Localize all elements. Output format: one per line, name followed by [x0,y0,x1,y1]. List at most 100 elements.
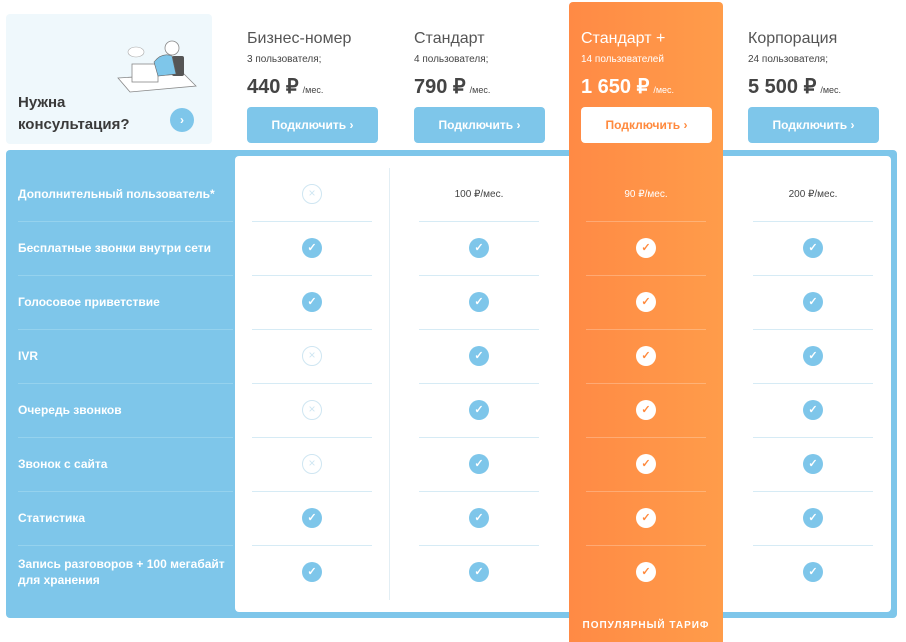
plan-price-value: 5 500 ₽ [748,76,817,98]
row-separator [419,437,539,438]
plan-price: 790 ₽/мес. [414,74,490,99]
feature-cell: ✓ [753,383,873,437]
row-separator [18,491,233,492]
feature-row: Статистика ✓ ✓ ✓ ✓ [6,491,897,545]
plan-name: Стандарт + [581,30,666,47]
row-separator [419,275,539,276]
connect-button[interactable]: Подключить › [414,107,545,143]
feature-cell: × [252,167,372,221]
feature-cell: ✓ [419,275,539,329]
plan-name: Корпорация [748,30,838,47]
row-separator [18,329,233,330]
plan-price: 1 650 ₽/мес. [581,74,674,99]
feature-row: Дополнительный пользователь* × 100 ₽/мес. 9… [6,167,897,221]
feature-cell: ✓ [419,329,539,383]
feature-cell: ✓ [753,545,873,599]
row-separator [252,491,372,492]
feature-cell: ✓ [753,437,873,491]
row-separator [586,491,706,492]
check-icon: ✓ [803,562,823,582]
plan-price: 5 500 ₽/мес. [748,74,841,99]
row-separator [18,545,233,546]
connect-button[interactable]: Подключить › [748,107,879,143]
feature-row: Бесплатные звонки внутри сети ✓ ✓ ✓ ✓ [6,221,897,275]
row-separator [252,545,372,546]
check-icon: ✓ [469,454,489,474]
plan-users: 4 пользователя; [414,54,489,65]
check-icon: ✓ [302,238,322,258]
check-icon: ✓ [302,562,322,582]
check-icon: ✓ [803,238,823,258]
feature-cell: ✓ [252,275,372,329]
row-separator [252,329,372,330]
feature-cell: 90 ₽/мес. [586,167,706,221]
row-separator [586,383,706,384]
cell-value: 200 ₽/мес. [788,188,838,200]
feature-cell: ✓ [753,221,873,275]
consultation-title: Нужна консультация? [18,92,130,136]
plan-price-value: 790 ₽ [414,76,466,98]
feature-cell: ✓ [419,545,539,599]
row-separator [586,437,706,438]
feature-cell: ✓ [252,491,372,545]
row-separator [18,437,233,438]
features-table [235,156,891,612]
check-icon: ✓ [469,292,489,312]
feature-row: Голосовое приветствие ✓ ✓ ✓ ✓ [6,275,897,329]
row-separator [419,383,539,384]
feature-label: Очередь звонков [18,403,122,417]
popular-plan-label: ПОПУЛЯРНЫЙ ТАРИФ [582,620,710,631]
row-separator [252,275,372,276]
plan-price-period: /мес. [469,85,491,95]
check-icon: ✓ [302,508,322,528]
check-icon: ✓ [469,238,489,258]
column-divider [389,168,390,600]
check-icon: ✓ [469,346,489,366]
row-separator [753,437,873,438]
row-separator [18,275,233,276]
cross-icon: × [302,184,322,204]
check-icon: ✓ [636,346,656,366]
row-separator [753,221,873,222]
feature-cell: ✓ [753,275,873,329]
check-icon: ✓ [803,400,823,420]
check-icon: ✓ [803,508,823,528]
feature-cell: ✓ [586,383,706,437]
row-separator [586,275,706,276]
row-separator [252,221,372,222]
check-icon: ✓ [469,562,489,582]
feature-row: IVR × ✓ ✓ ✓ [6,329,897,383]
feature-cell: ✓ [586,437,706,491]
feature-cell: ✓ [419,383,539,437]
check-icon: ✓ [803,454,823,474]
plan-users: 24 пользователя; [748,54,829,65]
feature-label: IVR [18,349,39,363]
feature-cell: ✓ [586,545,706,599]
plan-name: Стандарт [414,30,485,47]
operator-illustration [117,40,197,93]
row-separator [18,383,233,384]
check-icon: ✓ [803,346,823,366]
feature-cell: ✓ [586,275,706,329]
feature-cell: ✓ [753,491,873,545]
row-separator [419,491,539,492]
row-separator [252,437,372,438]
feature-cell: 200 ₽/мес. [753,167,873,221]
cross-icon: × [302,400,322,420]
feature-cell: 100 ₽/мес. [419,167,539,221]
feature-label: Статистика [18,511,86,525]
row-separator [419,545,539,546]
check-icon: ✓ [469,508,489,528]
row-separator [753,491,873,492]
connect-button[interactable]: Подключить › [581,107,712,143]
check-icon: ✓ [636,508,656,528]
consultation-button[interactable]: › [170,108,194,132]
check-icon: ✓ [636,400,656,420]
consultation-title-line1: Нужна [18,94,66,111]
plan-price-period: /мес. [820,85,842,95]
connect-button[interactable]: Подключить › [247,107,378,143]
feature-row: Звонок с сайта × ✓ ✓ ✓ [6,437,897,491]
plan-price-value: 1 650 ₽ [581,76,650,98]
check-icon: ✓ [469,400,489,420]
feature-cell: ✓ [586,491,706,545]
